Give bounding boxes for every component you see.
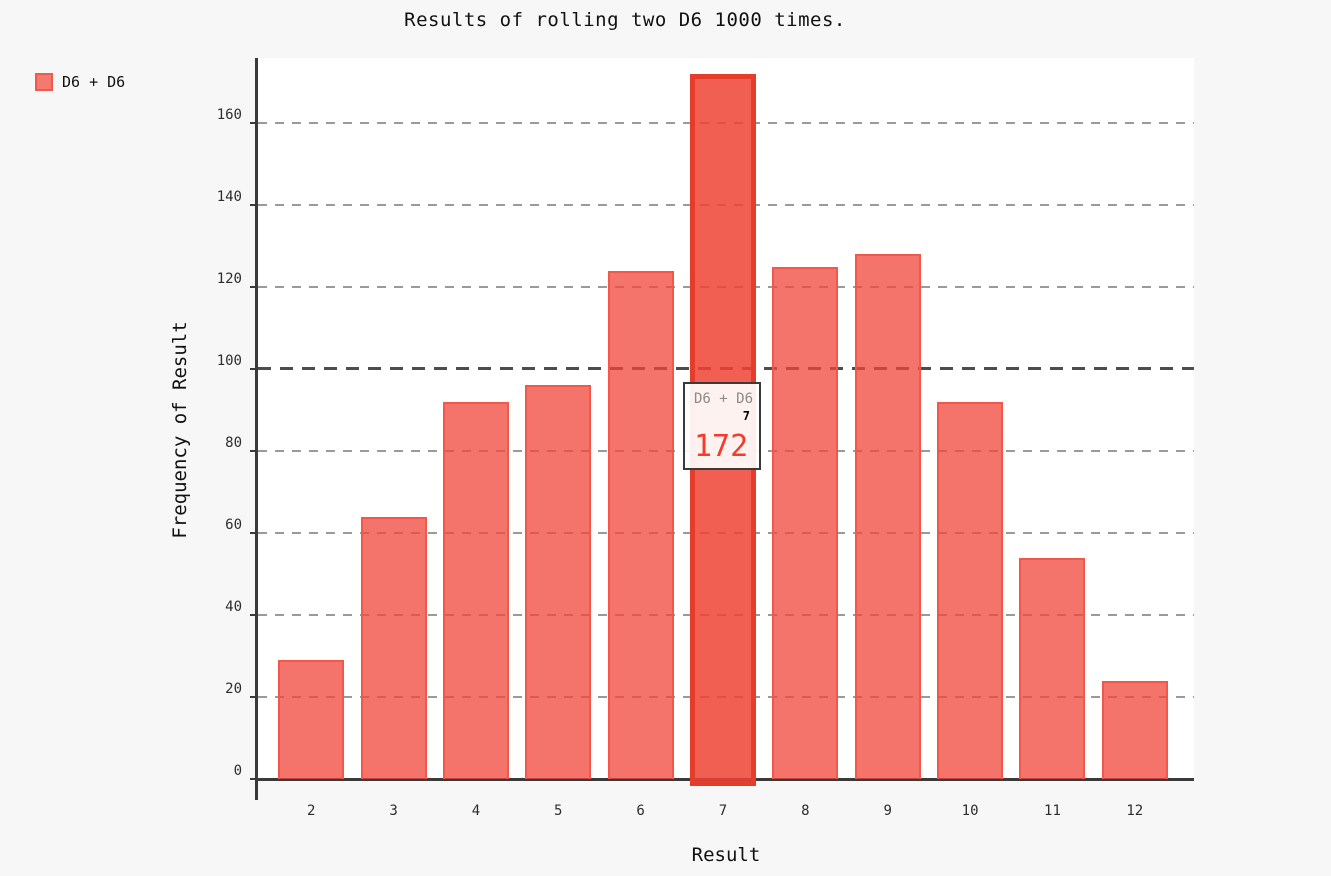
x-tick-label-6: 6: [636, 803, 645, 819]
x-tick-label-7: 7: [718, 803, 728, 819]
bar-4[interactable]: [442, 401, 509, 779]
bar-2[interactable]: [278, 660, 345, 779]
bar-11[interactable]: [1019, 557, 1086, 779]
x-tick-label-8: 8: [801, 803, 810, 819]
y-tick-label-120: 120: [216, 271, 242, 287]
tooltip-value: 172: [694, 429, 749, 464]
y-axis-line: [255, 58, 258, 800]
bar-9[interactable]: [854, 254, 921, 779]
x-tick-label-10: 10: [961, 803, 979, 819]
y-tick-mark-20: [250, 696, 258, 698]
y-tick-mark-40: [250, 614, 258, 616]
tooltip: D6 + D6 7 172: [683, 382, 761, 470]
y-tick-mark-60: [250, 532, 258, 534]
x-tick-label-4: 4: [471, 803, 481, 819]
y-tick-mark-120: [250, 286, 258, 288]
y-tick-mark-0: [250, 778, 258, 780]
x-tick-label-9: 9: [883, 803, 892, 819]
y-tick-label-160: 160: [216, 107, 242, 123]
y-tick-mark-140: [250, 204, 258, 206]
legend-item-d6-d6[interactable]: D6 + D6: [35, 73, 125, 91]
x-tick-label-5: 5: [554, 803, 563, 819]
bar-10[interactable]: [937, 401, 1004, 779]
plot-area: D6 + D6 7 172 0 20 40 60 80 100 120 140 160: [217, 58, 1194, 786]
y-tick-mark-80: [250, 450, 258, 452]
chart-title: Results of rolling two D6 1000 times.: [404, 9, 846, 31]
x-axis-title: Result: [691, 844, 761, 866]
y-tick-label-0: 0: [233, 763, 242, 779]
bar-3[interactable]: [360, 516, 427, 779]
bar-12[interactable]: [1101, 680, 1168, 779]
x-tick-label-12: 12: [1126, 803, 1144, 819]
legend-swatch-icon: [35, 73, 53, 91]
y-tick-label-140: 140: [216, 189, 242, 205]
bar-5[interactable]: [525, 385, 592, 779]
y-tick-label-40: 40: [225, 599, 242, 615]
y-axis-title: Frequency of Result: [169, 321, 191, 539]
y-tick-label-60: 60: [225, 517, 242, 533]
y-tick-label-20: 20: [225, 681, 242, 697]
x-tick-label-3: 3: [389, 803, 398, 819]
bar-6[interactable]: [607, 270, 674, 779]
y-tick-label-80: 80: [225, 435, 242, 451]
y-tick-label-100: 100: [216, 353, 242, 369]
x-tick-label-11: 11: [1044, 803, 1061, 819]
tooltip-series-label: D6 + D6: [694, 391, 754, 407]
y-tick-mark-160: [250, 122, 258, 124]
bar-8[interactable]: [772, 266, 839, 779]
y-tick-mark-100: [250, 368, 258, 370]
legend-label: D6 + D6: [62, 73, 126, 91]
x-tick-label-2: 2: [306, 803, 316, 819]
tooltip-category: 7: [742, 409, 750, 423]
